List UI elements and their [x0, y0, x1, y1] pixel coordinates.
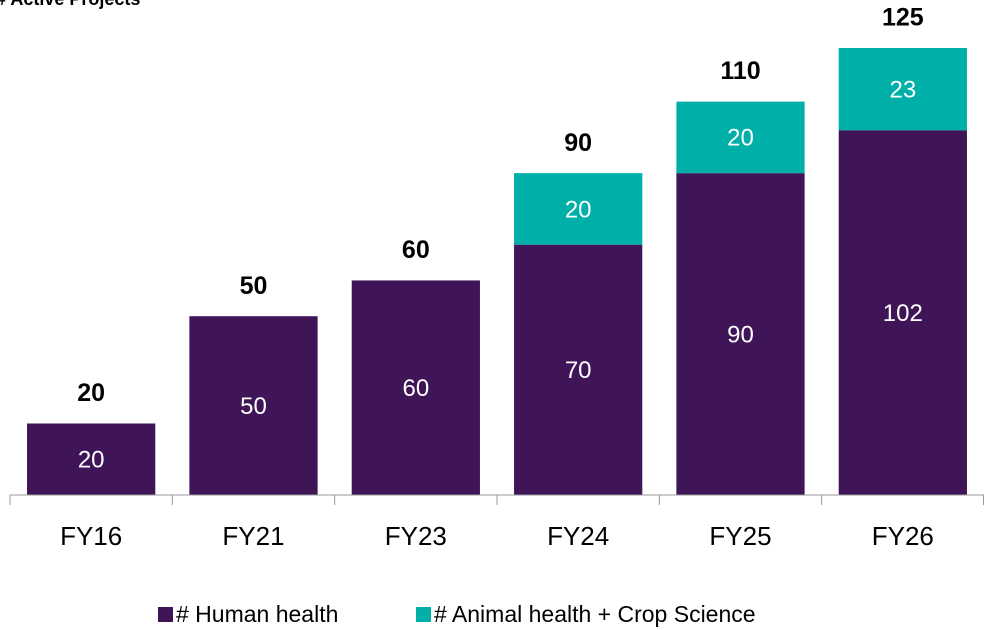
bar-segment	[189, 316, 318, 495]
total-label: 20	[77, 379, 105, 407]
bar-segment	[676, 173, 805, 495]
total-label: 125	[882, 4, 924, 32]
x-tick-label: FY26	[872, 521, 934, 551]
legend-swatch	[416, 607, 431, 622]
x-tick-label: FY21	[222, 521, 284, 551]
x-tick-label: FY16	[60, 521, 122, 551]
value-label: 20	[565, 196, 592, 223]
total-label: 110	[720, 57, 760, 85]
value-label: 60	[402, 375, 429, 402]
legend-swatch	[158, 607, 173, 622]
bar-segment	[514, 244, 643, 495]
total-label: 50	[240, 272, 268, 300]
bar-segment	[838, 130, 967, 496]
bar-segment	[27, 423, 156, 495]
chart-title: # Active Projects	[0, 0, 140, 9]
bar-segment	[514, 173, 643, 245]
legend-label: # Human health	[176, 601, 338, 627]
bar-segment	[838, 48, 967, 131]
total-label: 90	[564, 129, 592, 157]
value-label: 90	[727, 321, 754, 348]
value-label: 20	[727, 125, 754, 152]
value-label: 50	[240, 393, 267, 420]
legend-label: # Animal health + Crop Science	[434, 601, 756, 627]
bar-segment	[351, 280, 480, 495]
x-tick-label: FY25	[709, 521, 771, 551]
value-label: 102	[883, 300, 923, 327]
x-tick-label: FY23	[385, 521, 447, 551]
total-label: 60	[402, 236, 430, 264]
x-tick-label: FY24	[547, 521, 609, 551]
value-label: 70	[565, 357, 592, 384]
bar-segment	[676, 101, 805, 174]
value-label: 20	[78, 447, 105, 474]
value-label: 23	[889, 76, 916, 103]
